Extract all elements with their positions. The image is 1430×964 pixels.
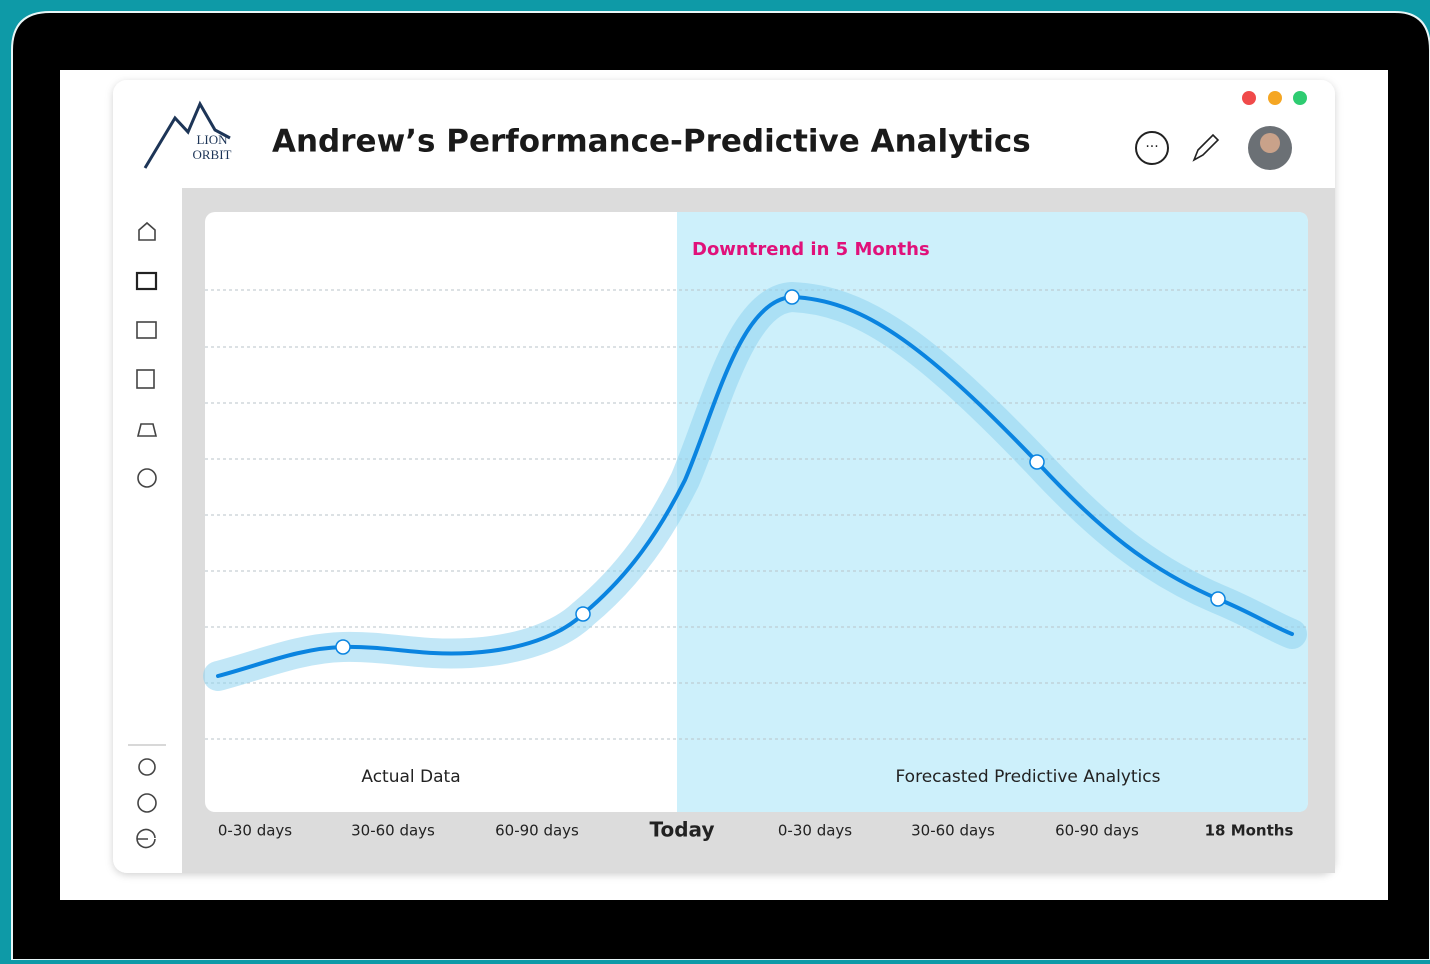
- x-label: 60-90 days: [495, 822, 579, 840]
- logo-text: ORBIT: [193, 147, 232, 162]
- x-label: 30-60 days: [911, 822, 995, 840]
- trend-point: [576, 607, 590, 621]
- trend-point: [1030, 455, 1044, 469]
- logo-text: LION: [196, 132, 228, 147]
- trend-point: [336, 640, 350, 654]
- maximize-button[interactable]: [1293, 91, 1307, 105]
- annotation: Downtrend in 5 Months: [692, 239, 930, 260]
- region-label: Actual Data: [361, 767, 460, 787]
- page: LION ORBIT Andrew’s Performance-Predicti…: [0, 0, 1430, 960]
- trend-point: [1211, 592, 1225, 606]
- screen: LION ORBIT Andrew’s Performance-Predicti…: [0, 0, 1430, 960]
- x-label: 0-30 days: [218, 822, 292, 840]
- x-label: 30-60 days: [351, 822, 435, 840]
- x-label: 0-30 days: [778, 822, 852, 840]
- region-label: Forecasted Predictive Analytics: [896, 767, 1161, 787]
- minimize-button[interactable]: [1268, 91, 1282, 105]
- chat-icon-dots: ···: [1145, 139, 1158, 155]
- close-button[interactable]: [1242, 91, 1256, 105]
- trend-point: [785, 290, 799, 304]
- x-label: 18 Months: [1205, 822, 1294, 840]
- avatar-face: [1260, 133, 1280, 153]
- x-label: 60-90 days: [1055, 822, 1139, 840]
- x-label: Today: [650, 818, 715, 842]
- page-title: Andrew’s Performance-Predictive Analytic…: [272, 124, 1031, 160]
